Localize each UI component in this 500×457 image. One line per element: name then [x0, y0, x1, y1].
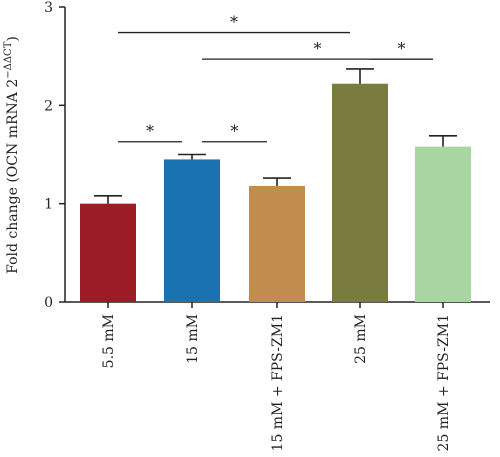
y-axis-title-close: ): [5, 36, 21, 41]
x-tick-label: 25 mM: [353, 314, 369, 364]
y-axis-title-main: Fold change (OCN mRNA 2: [5, 79, 21, 274]
x-tick-label: 15 mM + FPS-ZM1: [270, 314, 286, 451]
x-tick-label: 5.5 mM: [101, 314, 117, 368]
y-axis-title-superscript: −ΔΔCT: [3, 41, 14, 78]
error-bars: [94, 68, 457, 204]
bars: [80, 83, 471, 302]
y-tick-label: 1: [44, 197, 53, 213]
x-tick-labels: 5.5 mM 15 mM 15 mM + FPS-ZM1 25 mM 25 mM + F…: [101, 314, 452, 451]
bar: [80, 203, 136, 302]
x-tick-label: 25 mM + FPS-ZM1: [436, 314, 452, 451]
bar: [249, 185, 305, 302]
y-tick-label: 2: [44, 98, 53, 114]
significance-star: *: [146, 122, 154, 141]
bar: [415, 146, 471, 302]
bar: [164, 159, 220, 302]
significance-star: *: [231, 122, 239, 141]
bar: [332, 83, 388, 302]
y-axis-label: Fold change (OCN mRNA 2−ΔΔCT): [3, 36, 21, 274]
significance-star: *: [230, 13, 238, 32]
y-axis-title: Fold change (OCN mRNA 2−ΔΔCT): [3, 36, 21, 274]
y-tick-label: 0: [44, 295, 53, 311]
x-tick-label: 15 mM: [185, 314, 201, 364]
significance-star: *: [398, 39, 406, 58]
y-tick-label: 3: [44, 0, 53, 16]
significance-brackets: * * * * *: [118, 13, 433, 143]
significance-star: *: [314, 39, 322, 58]
